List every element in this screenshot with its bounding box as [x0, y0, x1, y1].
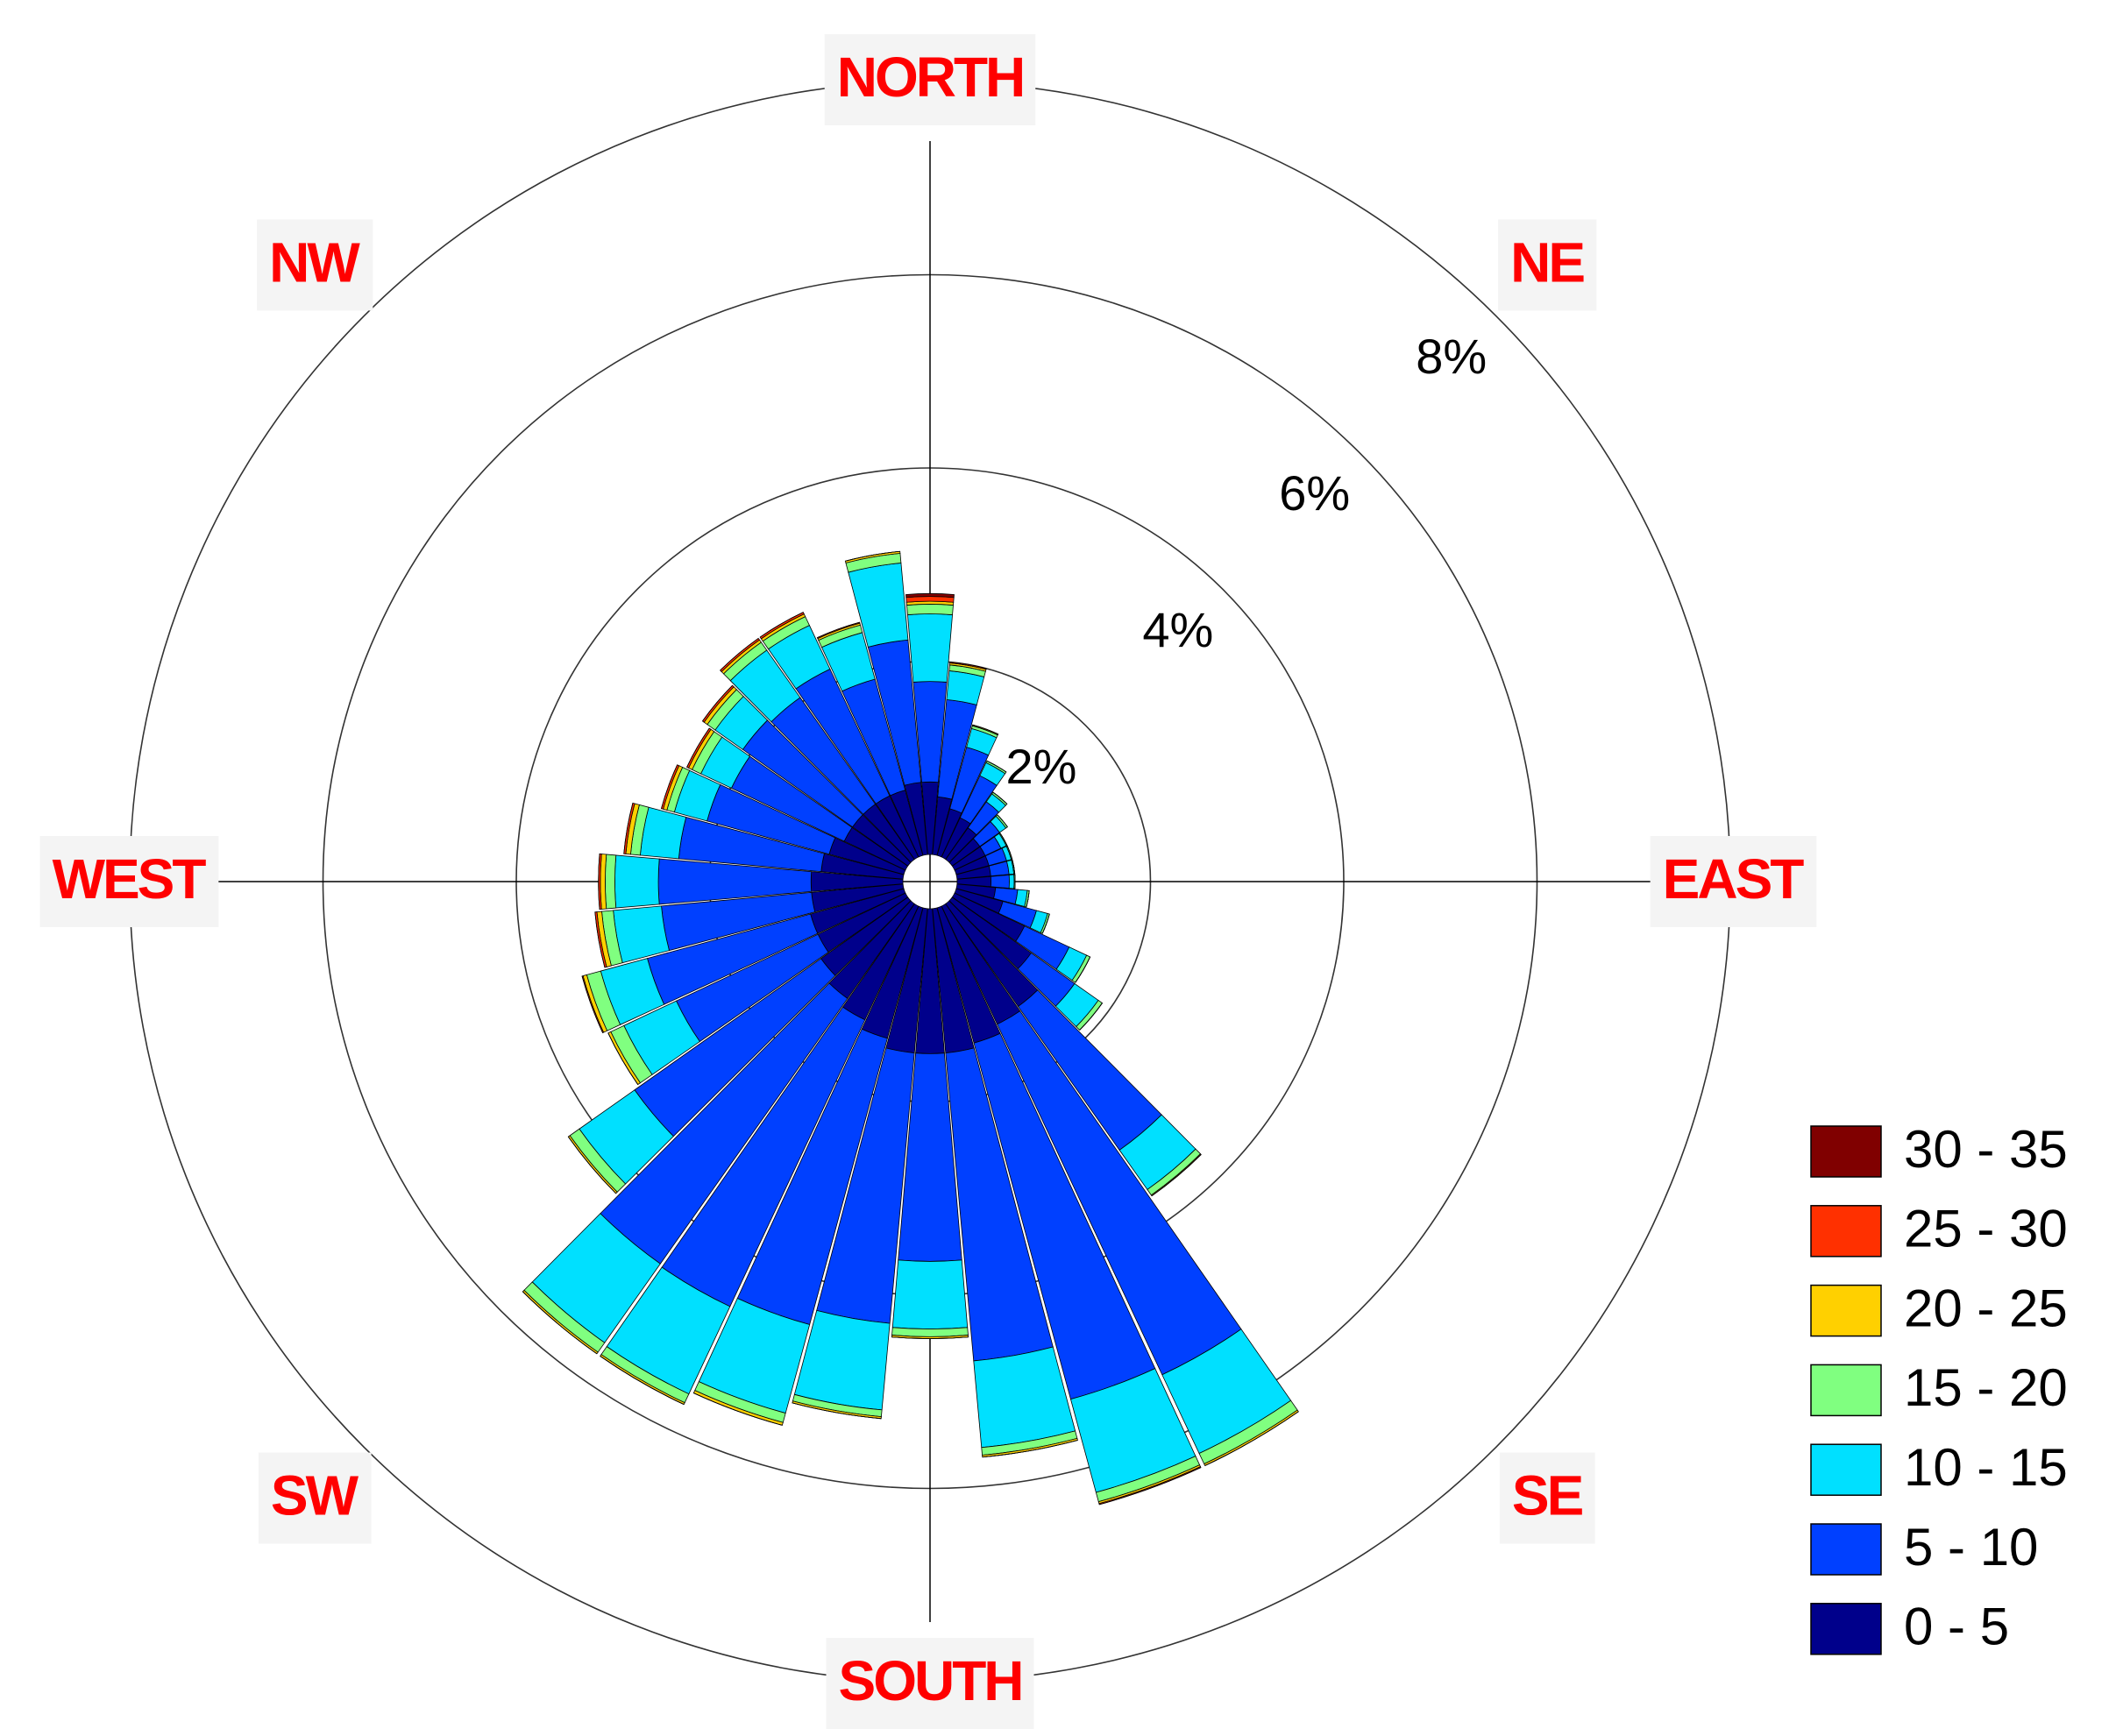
legend-label: 20 - 25 [1904, 1279, 2068, 1337]
label-background [1499, 1452, 1595, 1544]
wind-segment [1099, 1467, 1202, 1506]
legend-swatch [1810, 1603, 1882, 1655]
r-tick-label: 2% [1005, 739, 1076, 794]
wind-segment [661, 764, 678, 809]
legend-swatch [1810, 1523, 1882, 1576]
wind-segment [720, 638, 759, 671]
label-background [39, 836, 219, 927]
label-background [1498, 219, 1597, 311]
legend-swatch [1810, 1284, 1882, 1337]
compass-label: NORTH [837, 46, 1024, 109]
wind-segment [1006, 846, 1013, 860]
label-background [826, 1638, 1034, 1729]
wind-segment [1075, 956, 1091, 983]
legend-swatch [1810, 1364, 1882, 1417]
compass-label: EAST [1663, 847, 1805, 911]
compass-label: NW [269, 230, 360, 294]
legend-label: 0 - 5 [1904, 1598, 2009, 1656]
r-tick-label: 4% [1142, 602, 1213, 657]
wind-segment [614, 854, 660, 909]
label-background [1650, 836, 1817, 927]
r-tick-label: 8% [1416, 329, 1487, 384]
compass-label: SW [271, 1463, 359, 1527]
wind-segment [817, 621, 860, 639]
wind-segment [1008, 874, 1015, 889]
wind-segment [973, 1346, 1076, 1449]
wind-segment [906, 613, 954, 683]
legend-swatch [1810, 1125, 1882, 1178]
label-background [824, 34, 1036, 125]
wind-segment [891, 1327, 969, 1337]
legend-label: 30 - 35 [1904, 1120, 2068, 1179]
wind-segment [792, 1402, 882, 1420]
legend-label: 10 - 15 [1904, 1438, 2068, 1497]
wind-segment [999, 833, 1008, 846]
wind-segment [906, 604, 954, 615]
compass-label: NE [1510, 230, 1584, 294]
wind-segment [982, 1440, 1078, 1458]
wind-segment [600, 1356, 685, 1406]
wind-segment [522, 1291, 598, 1355]
label-background [257, 219, 373, 311]
r-tick-label: 6% [1279, 465, 1350, 521]
wind-segment [598, 854, 600, 910]
wind-segment [605, 854, 617, 910]
compass-label: SOUTH [839, 1649, 1022, 1712]
legend-label: 25 - 30 [1904, 1200, 2068, 1258]
wind-segment [905, 592, 955, 599]
legend-label: 5 - 10 [1904, 1518, 2038, 1577]
wind-segment [997, 814, 1008, 827]
wind-segment [949, 662, 987, 670]
compass-label: SE [1512, 1463, 1583, 1527]
wind-segment [990, 874, 1010, 889]
wind-segment [693, 1392, 783, 1426]
legend-label: 15 - 20 [1904, 1358, 2068, 1417]
compass-label: WEST [53, 847, 207, 911]
label-background [258, 1452, 372, 1544]
legend-swatch [1810, 1443, 1882, 1496]
wind-segment [686, 727, 710, 768]
wind-segment [613, 905, 670, 964]
wind-segment [623, 803, 634, 854]
wind-segment [1012, 860, 1016, 875]
legend-swatch [1810, 1205, 1882, 1258]
wind-segment [946, 670, 985, 705]
wind-segment [845, 550, 900, 562]
wind-segment [1026, 890, 1030, 908]
wind-segment [891, 1259, 969, 1329]
wind-segment [905, 596, 955, 603]
